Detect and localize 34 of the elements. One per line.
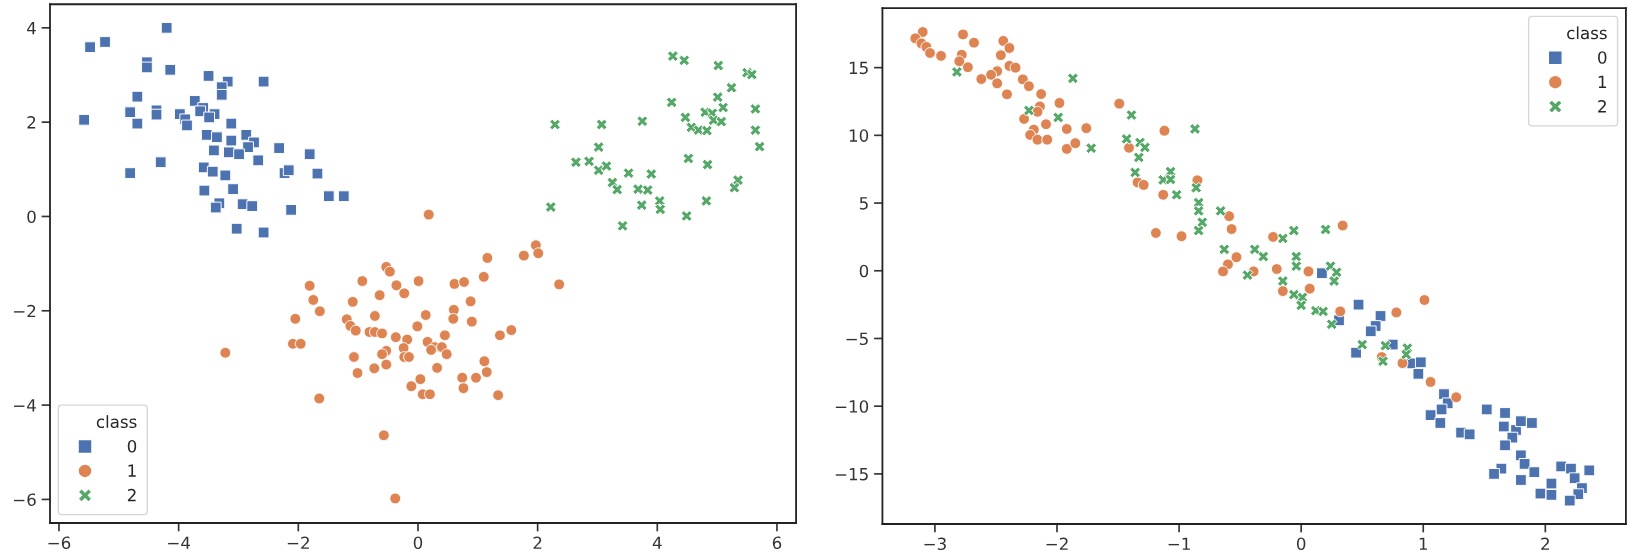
x-tick-label: 4 [652, 536, 662, 549]
y-tick-label: 5 [859, 197, 868, 210]
y-tick-label: 2 [27, 116, 36, 129]
x-tick-label: −3 [924, 537, 946, 551]
legend-title: class [96, 415, 137, 429]
y-tick-label: −2 [14, 304, 36, 318]
y-tick-label: 4 [27, 22, 36, 35]
y-tick-label: −15 [835, 468, 868, 481]
x-tick-label: −1 [1168, 537, 1190, 550]
y-tick-label: 15 [849, 61, 868, 75]
legend-label: 1 [1598, 75, 1607, 88]
y-tick-label: 0 [27, 210, 36, 224]
y-tick-label: 0 [859, 264, 869, 278]
x-tick-label: 0 [1296, 537, 1306, 551]
x-tick-label: 2 [1541, 537, 1549, 550]
x-tick-label: −4 [168, 536, 190, 549]
legend-label: 1 [128, 464, 136, 477]
x-tick-label: 2 [533, 536, 542, 549]
x-tick-label: −2 [1046, 537, 1068, 550]
y-tick-label: −10 [835, 400, 869, 413]
legend-label: 0 [1598, 51, 1607, 64]
x-tick-label: −2 [287, 536, 309, 549]
y-tick-label: 10 [849, 129, 869, 142]
y-tick-label: −6 [14, 493, 36, 506]
legend-label: 2 [1598, 100, 1606, 113]
y-tick-label: −4 [14, 399, 36, 412]
x-tick-label: 0 [413, 536, 423, 550]
y-tick-label: −5 [846, 332, 868, 346]
x-tick-label: −6 [48, 536, 71, 550]
x-tick-label: 6 [772, 536, 782, 550]
legend-title: class [1567, 26, 1607, 40]
x-tick-label: 1 [1419, 537, 1428, 550]
legend-label: 0 [127, 439, 137, 453]
legend-label: 2 [127, 488, 136, 502]
